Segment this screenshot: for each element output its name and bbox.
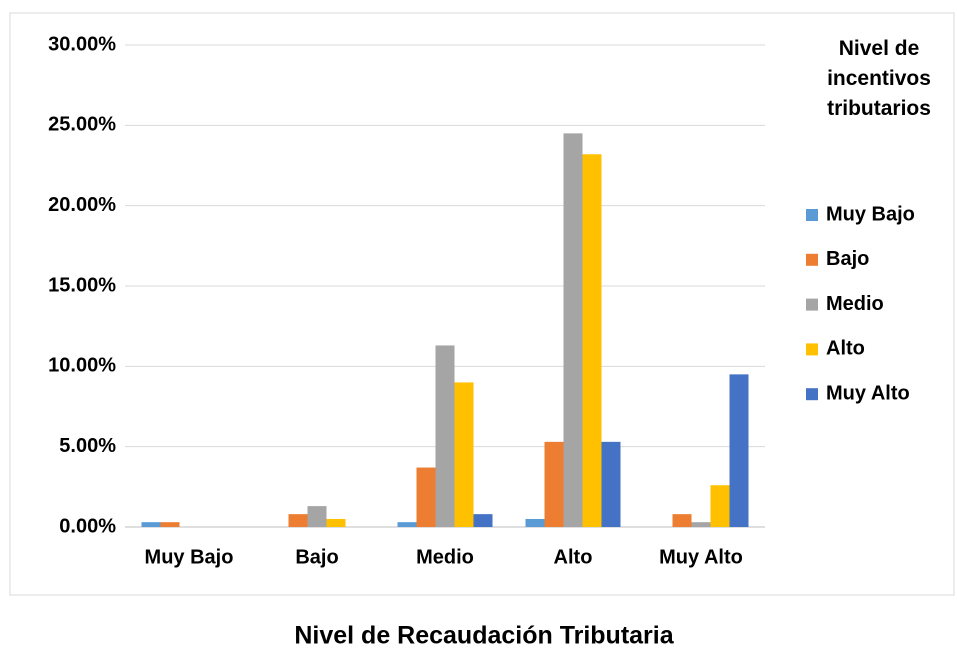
bar <box>326 518 346 527</box>
legend-swatch <box>806 388 818 401</box>
x-tick-label: Alto <box>554 546 593 568</box>
legend-swatch <box>806 209 818 221</box>
bar <box>672 514 692 527</box>
legend-label: Muy Bajo <box>826 203 915 225</box>
legend-label: Bajo <box>826 248 869 270</box>
x-tick-label: Muy Alto <box>659 546 743 568</box>
legend-swatch <box>806 253 818 266</box>
bar <box>563 133 583 527</box>
bar <box>525 518 545 527</box>
legend-swatch <box>806 298 818 311</box>
bar <box>288 514 308 527</box>
legend-label: Muy Alto <box>826 382 910 404</box>
bar <box>307 506 327 527</box>
bar <box>397 522 417 527</box>
legend-title: Nivel de incentivos tributarios <box>827 37 931 120</box>
y-tick-label: 25.00% <box>48 114 116 136</box>
bar <box>729 374 749 527</box>
bar <box>454 382 474 527</box>
bar <box>160 522 180 527</box>
y-tick-label: 5.00% <box>59 435 116 457</box>
bar <box>416 467 436 527</box>
bar <box>544 441 564 527</box>
bar <box>601 441 621 527</box>
y-tick-label: 20.00% <box>48 194 116 216</box>
bar <box>435 345 455 527</box>
bar <box>141 522 161 527</box>
y-tick-label: 15.00% <box>48 274 116 296</box>
bar <box>691 522 711 527</box>
legend-label: Alto <box>826 338 865 360</box>
x-tick-label: Medio <box>416 546 474 568</box>
x-axis-title: Nivel de Recaudación Tributaria <box>294 622 674 650</box>
legend-swatch <box>806 343 818 356</box>
chart-frame <box>9 12 955 596</box>
bar <box>582 154 602 527</box>
x-tick-label: Bajo <box>295 546 338 568</box>
y-tick-label: 30.00% <box>48 33 116 55</box>
x-tick-label: Muy Bajo <box>145 546 234 568</box>
bar <box>473 514 493 527</box>
bar <box>710 485 730 527</box>
legend-label: Medio <box>826 293 884 315</box>
y-tick-label: 10.00% <box>48 355 116 377</box>
y-tick-label: 0.00% <box>59 515 116 537</box>
